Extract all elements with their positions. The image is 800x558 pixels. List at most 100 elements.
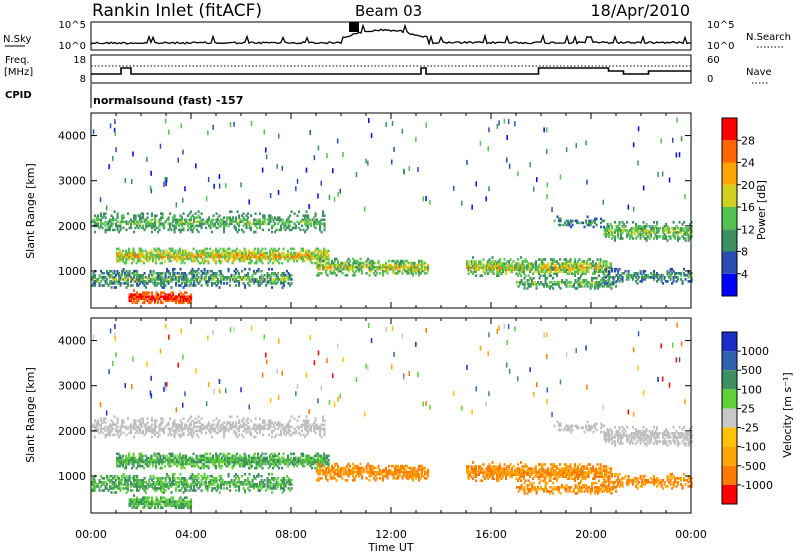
power-cell (291, 278, 293, 281)
velocity-cell (164, 465, 166, 468)
power-cell (127, 212, 129, 215)
power-colorbar-segment (722, 118, 737, 140)
power-cell (493, 272, 495, 275)
power-cell (178, 158, 180, 163)
power-cell (554, 220, 556, 223)
power-cell (169, 212, 171, 215)
power-cell (219, 184, 221, 189)
power-cell (171, 229, 173, 232)
power-cell (324, 219, 326, 222)
power-cell (247, 216, 249, 219)
velocity-cell (215, 465, 217, 468)
power-cell (533, 277, 535, 280)
power-cell (162, 272, 164, 275)
power-cell (150, 171, 152, 176)
power-cell (514, 121, 516, 126)
power-cell (485, 196, 487, 201)
power-cell (572, 220, 574, 223)
power-cell (677, 276, 679, 279)
power-cell (264, 278, 266, 281)
power-cell (148, 291, 150, 294)
velocity-cell (251, 465, 253, 468)
power-cell (483, 258, 485, 261)
power-cell (637, 272, 639, 275)
power-cell (508, 119, 510, 124)
power-colorbar-tick-label: 20 (741, 179, 755, 192)
velocity-cell (206, 453, 208, 456)
velocity-cell (247, 421, 249, 424)
power-cell (619, 268, 621, 271)
power-cell (596, 218, 598, 221)
power-cell (129, 270, 131, 273)
power-cell (328, 254, 330, 257)
power-cell (165, 284, 167, 287)
velocity-cell (174, 419, 176, 422)
power-cell (638, 126, 640, 131)
velocity-cell (250, 419, 252, 422)
power-cell (249, 221, 251, 224)
power-cell (336, 274, 338, 277)
power-cell (295, 225, 297, 228)
velocity-cell (231, 415, 233, 418)
velocity-cell (185, 455, 187, 458)
power-cell (128, 248, 130, 251)
velocity-cell (294, 417, 296, 420)
power-cell (105, 216, 107, 219)
power-cell (680, 272, 682, 275)
velocity-cell (126, 434, 128, 437)
velocity-cell (172, 453, 174, 456)
freq-line (91, 68, 691, 74)
velocity-cell (103, 477, 105, 480)
power-cell (147, 216, 149, 219)
power-cell (120, 282, 122, 285)
velocity-cell (287, 455, 289, 458)
velocity-cell (133, 436, 135, 439)
power-cell (147, 212, 149, 215)
velocity-cell (151, 417, 153, 420)
power-cell (182, 150, 184, 155)
velocity-cell (324, 424, 326, 427)
power-cell (209, 248, 211, 251)
power-cell (258, 268, 260, 271)
power-cell (237, 210, 239, 213)
power-cell (578, 222, 580, 225)
power-cell (278, 262, 280, 265)
power-cell (114, 229, 116, 232)
power-cell (597, 258, 599, 261)
power-cell (219, 286, 221, 289)
power-cell (289, 214, 291, 217)
power-cell (249, 284, 251, 287)
power-cell (310, 130, 312, 135)
power-cell (603, 220, 605, 223)
velocity-cell (243, 436, 245, 439)
power-cell (611, 225, 613, 228)
power-cell (293, 248, 295, 251)
velocity-cell (102, 432, 104, 435)
velocity-cell (171, 434, 173, 437)
nsearch-tick-top: 10^5 (707, 20, 734, 31)
power-cell (324, 223, 326, 226)
velocity-cell (315, 417, 317, 420)
power-cell (318, 145, 320, 150)
power-cell (596, 277, 598, 280)
power-cell (547, 182, 549, 187)
power-cell (683, 268, 685, 271)
velocity-cell (289, 419, 291, 422)
power-cell (637, 161, 639, 166)
power-cell (552, 287, 554, 290)
velocity-cell (306, 415, 308, 418)
power-colorbar-segment (722, 163, 737, 185)
velocity-cell (112, 428, 114, 431)
velocity-cell (195, 417, 197, 420)
power-cell (216, 272, 218, 275)
power-cell (132, 284, 134, 287)
power-cell (572, 224, 574, 227)
power-cell (332, 168, 334, 173)
power-cell (426, 123, 428, 128)
velocity-cell (161, 467, 163, 470)
power-cell (661, 138, 663, 143)
power-cell (287, 250, 289, 253)
velocity-cell (115, 491, 117, 494)
power-cell (254, 248, 256, 251)
